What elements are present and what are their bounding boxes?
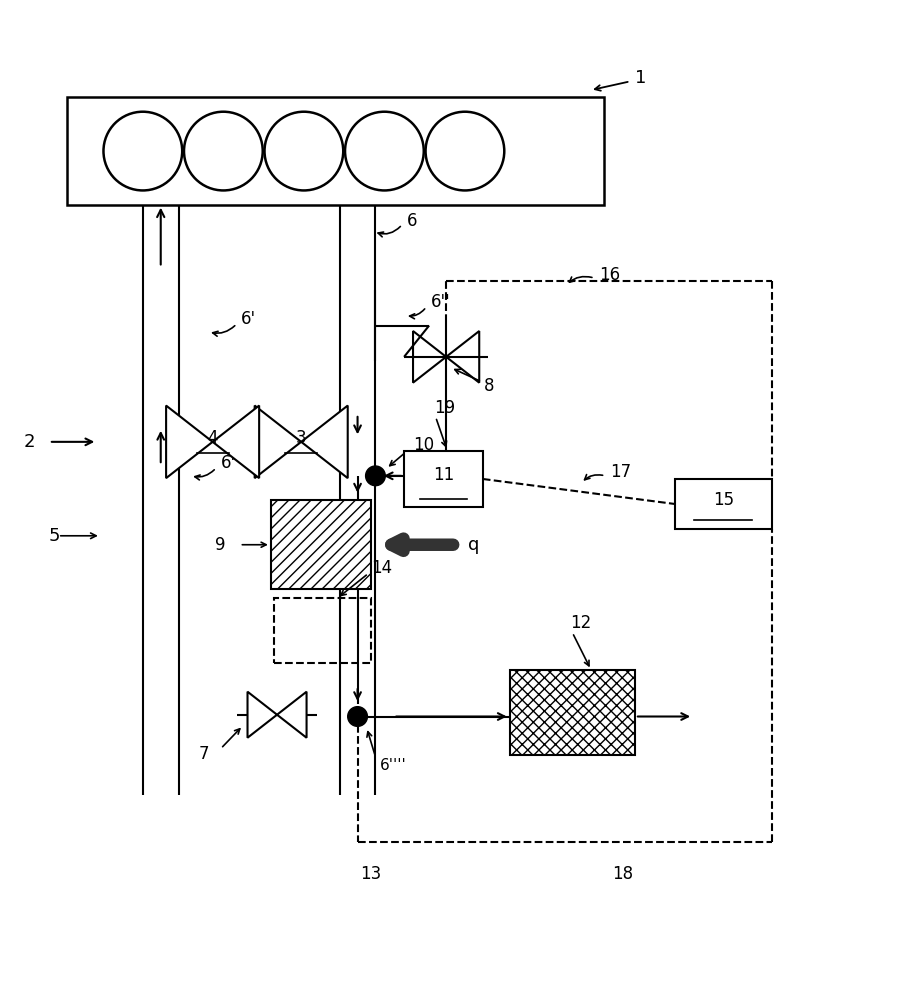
Circle shape [184, 112, 262, 190]
Text: 13: 13 [360, 865, 381, 883]
Text: 19: 19 [434, 399, 455, 417]
Text: 12: 12 [569, 614, 591, 632]
Text: 18: 18 [612, 865, 633, 883]
Polygon shape [301, 406, 347, 478]
Text: 3: 3 [296, 429, 306, 447]
Text: 6': 6' [241, 310, 256, 328]
Text: 5: 5 [49, 527, 60, 545]
Text: 17: 17 [609, 463, 630, 481]
Text: 1: 1 [634, 69, 646, 87]
Bar [509, 670, 634, 755]
Text: 6'': 6'' [430, 293, 450, 311]
Text: 6'''': 6'''' [380, 758, 406, 773]
Bar [271, 500, 371, 589]
Polygon shape [166, 406, 212, 478]
Bar [675, 479, 771, 529]
Text: 14: 14 [371, 559, 391, 577]
Circle shape [425, 112, 503, 190]
Circle shape [365, 466, 385, 486]
Text: q: q [467, 536, 478, 554]
Text: 4: 4 [207, 429, 217, 447]
Circle shape [264, 112, 343, 190]
Text: 8: 8 [483, 377, 493, 395]
Text: 15: 15 [712, 491, 733, 509]
Circle shape [347, 707, 367, 726]
Bar [67, 97, 603, 205]
Bar [403, 451, 483, 507]
Polygon shape [247, 692, 277, 738]
Polygon shape [254, 406, 301, 478]
Text: 11: 11 [432, 466, 454, 484]
Polygon shape [212, 406, 259, 478]
Polygon shape [277, 692, 306, 738]
Text: 10: 10 [412, 436, 434, 454]
Circle shape [345, 112, 423, 190]
Text: 6': 6' [220, 454, 235, 472]
Text: 9: 9 [215, 536, 226, 554]
Text: 6: 6 [406, 212, 417, 230]
Text: 16: 16 [598, 266, 620, 284]
Text: 7: 7 [198, 745, 208, 763]
Bar [274, 598, 371, 663]
Circle shape [104, 112, 182, 190]
Text: 2: 2 [23, 433, 35, 451]
